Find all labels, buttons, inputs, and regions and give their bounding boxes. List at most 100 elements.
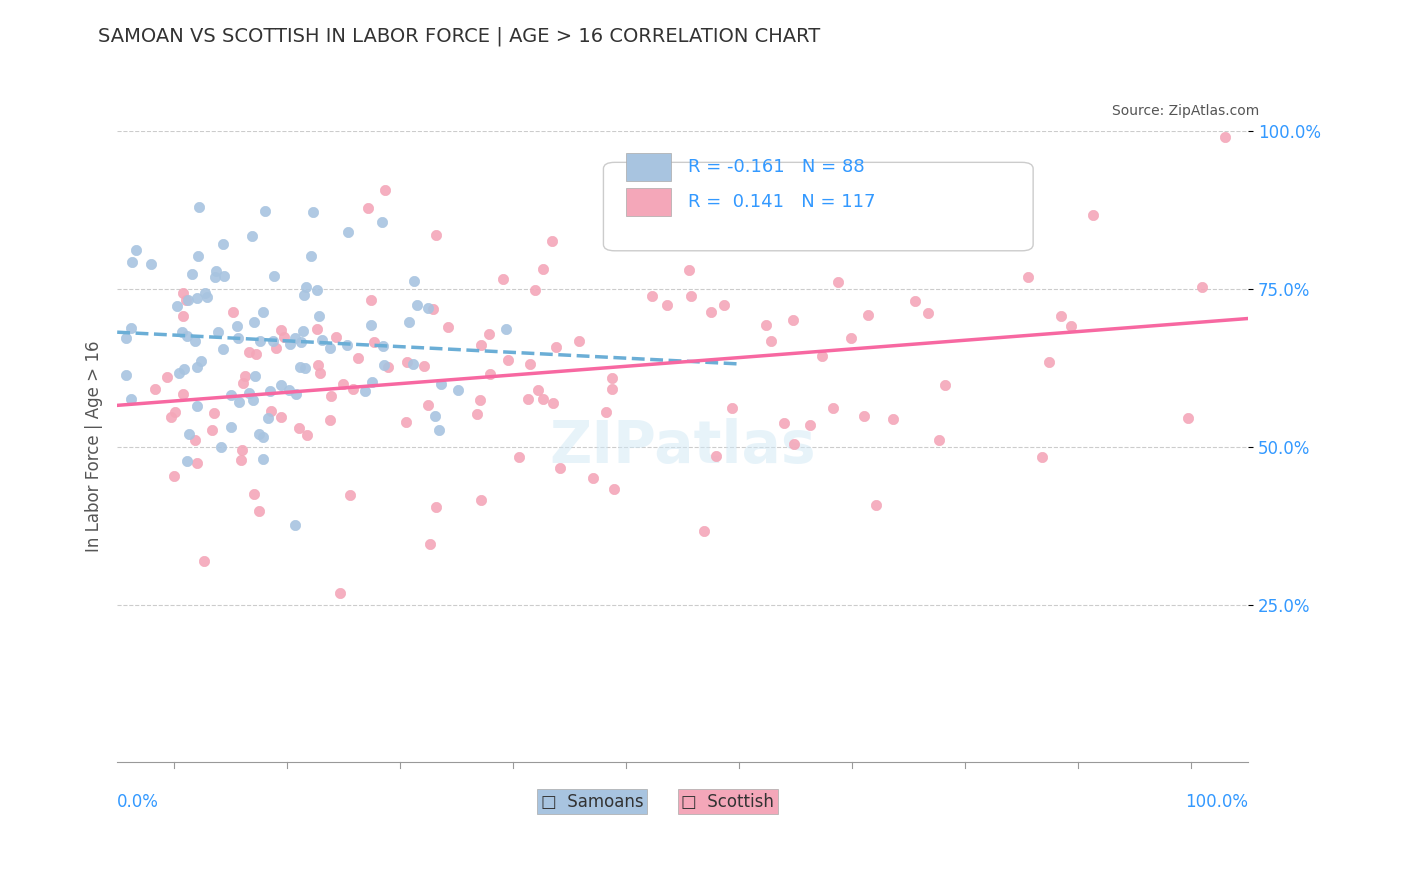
Point: [396, 355, 419, 369]
Point: [228, 331, 250, 345]
Point: [541, 234, 564, 248]
Point: [856, 308, 879, 322]
Point: [262, 334, 284, 348]
Point: [177, 293, 200, 307]
Text: R = -0.161   N = 88: R = -0.161 N = 88: [689, 159, 865, 177]
Point: [259, 404, 281, 418]
Point: [195, 290, 218, 304]
Point: [228, 394, 250, 409]
Point: [243, 487, 266, 501]
Point: [395, 416, 418, 430]
Point: [427, 424, 450, 438]
Point: [285, 387, 308, 401]
Point: [468, 392, 491, 407]
Point: [1081, 208, 1104, 222]
Point: [245, 347, 267, 361]
Point: [156, 370, 179, 384]
Point: [249, 334, 271, 348]
Point: [1038, 354, 1060, 368]
Point: [273, 330, 295, 344]
Point: [302, 205, 325, 219]
Point: [238, 344, 260, 359]
Point: [141, 257, 163, 271]
Point: [865, 498, 887, 512]
Point: [186, 400, 208, 414]
Point: [311, 333, 333, 347]
Point: [167, 366, 190, 380]
Point: [413, 359, 436, 373]
Point: [1177, 411, 1199, 425]
Point: [533, 392, 555, 406]
Point: [319, 341, 342, 355]
Point: [402, 357, 425, 371]
Point: [278, 336, 301, 351]
Point: [430, 376, 453, 391]
Point: [232, 376, 254, 390]
Point: [882, 411, 904, 425]
Point: [328, 586, 350, 600]
Text: R =  0.141   N = 117: R = 0.141 N = 117: [689, 194, 876, 211]
Point: [287, 420, 309, 434]
Point: [186, 291, 208, 305]
Point: [299, 249, 322, 263]
Point: [904, 294, 927, 309]
Text: ZIPatlas: ZIPatlas: [550, 418, 815, 475]
Point: [259, 384, 281, 398]
Point: [184, 334, 207, 349]
Point: [419, 537, 441, 551]
Point: [172, 325, 194, 339]
Point: [342, 382, 364, 396]
Point: [294, 361, 316, 376]
Point: [325, 330, 347, 344]
Point: [495, 321, 517, 335]
Point: [360, 293, 382, 308]
Point: [447, 383, 470, 397]
Point: [247, 426, 270, 441]
Point: [354, 384, 377, 399]
Point: [478, 326, 501, 341]
Text: 100.0%: 100.0%: [1185, 793, 1249, 811]
Point: [1060, 318, 1083, 333]
Point: [121, 254, 143, 268]
FancyBboxPatch shape: [603, 162, 1033, 251]
Point: [319, 413, 342, 427]
Point: [115, 368, 138, 382]
Point: [252, 430, 274, 444]
Point: [172, 309, 194, 323]
Point: [305, 321, 328, 335]
Point: [125, 243, 148, 257]
Point: [603, 483, 626, 497]
Point: [252, 304, 274, 318]
Point: [371, 215, 394, 229]
Point: [934, 378, 956, 392]
Point: [541, 395, 564, 409]
Point: [173, 361, 195, 376]
Point: [207, 325, 229, 339]
Point: [188, 200, 211, 214]
Point: [406, 298, 429, 312]
Point: [398, 315, 420, 329]
Point: [166, 299, 188, 313]
Point: [693, 524, 716, 539]
FancyBboxPatch shape: [626, 187, 671, 216]
Point: [205, 264, 228, 278]
Point: [678, 263, 700, 277]
Point: [1191, 279, 1213, 293]
Point: [256, 410, 278, 425]
Point: [336, 225, 359, 239]
Point: [231, 452, 253, 467]
Point: [309, 366, 332, 380]
Point: [425, 500, 447, 515]
Point: [416, 301, 439, 315]
Point: [602, 382, 624, 396]
Point: [783, 436, 806, 450]
Point: [508, 450, 530, 464]
Point: [1031, 450, 1053, 465]
Point: [115, 331, 138, 345]
Point: [728, 203, 751, 218]
Point: [270, 410, 292, 425]
Point: [172, 386, 194, 401]
Point: [270, 378, 292, 392]
Point: [263, 268, 285, 283]
Point: [190, 354, 212, 368]
